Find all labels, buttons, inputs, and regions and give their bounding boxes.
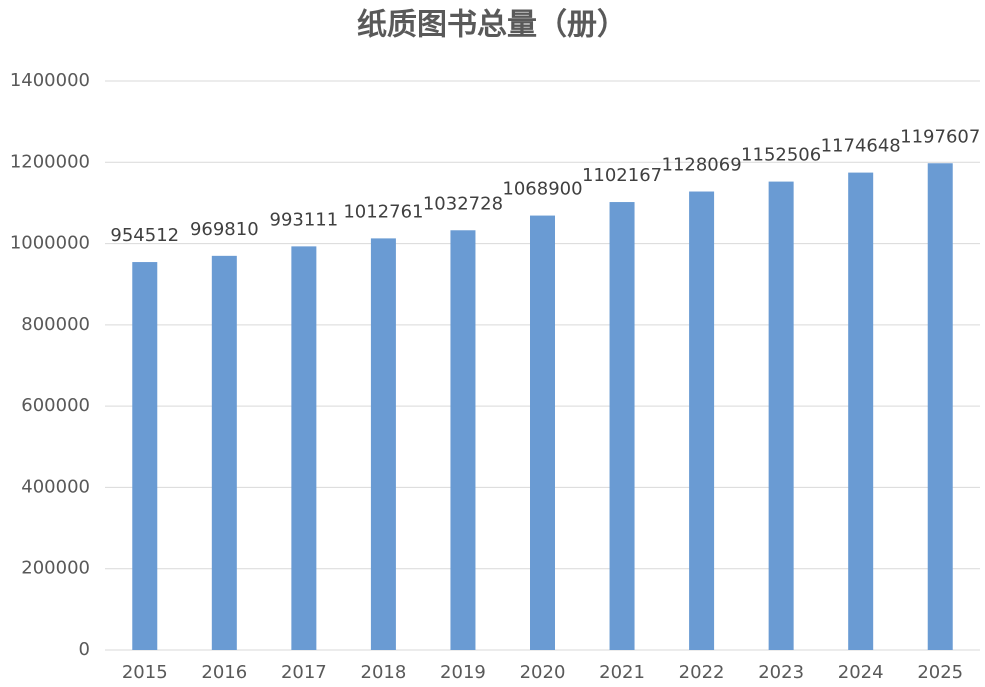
y-tick-label: 800000: [21, 314, 90, 335]
value-label: 993111: [270, 209, 339, 230]
bar: [211, 255, 237, 651]
value-label: 1128069: [662, 155, 742, 176]
x-tick-label: 2024: [838, 662, 884, 683]
bar: [132, 262, 158, 650]
value-label: 1032728: [423, 193, 503, 214]
x-tick-label: 2022: [679, 662, 725, 683]
y-tick-label: 0: [79, 639, 90, 660]
value-label: 1152506: [741, 145, 821, 166]
x-tick-label: 2023: [758, 662, 804, 683]
value-label: 1102167: [582, 165, 662, 186]
y-tick-label: 600000: [21, 395, 90, 416]
y-tick-label: 1000000: [10, 233, 90, 254]
bar: [609, 202, 635, 650]
bar: [689, 191, 715, 651]
y-tick-label: 1200000: [10, 151, 90, 172]
bar: [370, 238, 396, 650]
bar: [927, 163, 953, 650]
x-tick-label: 2018: [361, 662, 407, 683]
bar: [450, 230, 476, 650]
x-tick-label: 2019: [440, 662, 486, 683]
y-tick-label: 200000: [21, 558, 90, 579]
y-tick-label: 1400000: [10, 70, 90, 91]
chart-title: 纸质图书总量（册）: [357, 8, 627, 43]
x-tick-label: 2021: [599, 662, 645, 683]
value-label: 969810: [190, 219, 259, 240]
x-tick-label: 2017: [281, 662, 327, 683]
bar: [848, 172, 874, 651]
bar: [768, 181, 794, 651]
x-tick-label: 2020: [520, 662, 566, 683]
x-tick-label: 2016: [201, 662, 247, 683]
value-label: 1197607: [900, 126, 980, 147]
y-tick-label: 400000: [21, 476, 90, 497]
x-tick-label: 2025: [917, 662, 963, 683]
value-label: 954512: [110, 225, 179, 246]
value-label: 1012761: [343, 201, 423, 222]
bar: [530, 215, 555, 651]
value-label: 1068900: [502, 179, 582, 200]
x-tick-label: 2015: [122, 662, 168, 683]
value-label: 1174648: [821, 136, 901, 157]
bar: [291, 246, 317, 650]
